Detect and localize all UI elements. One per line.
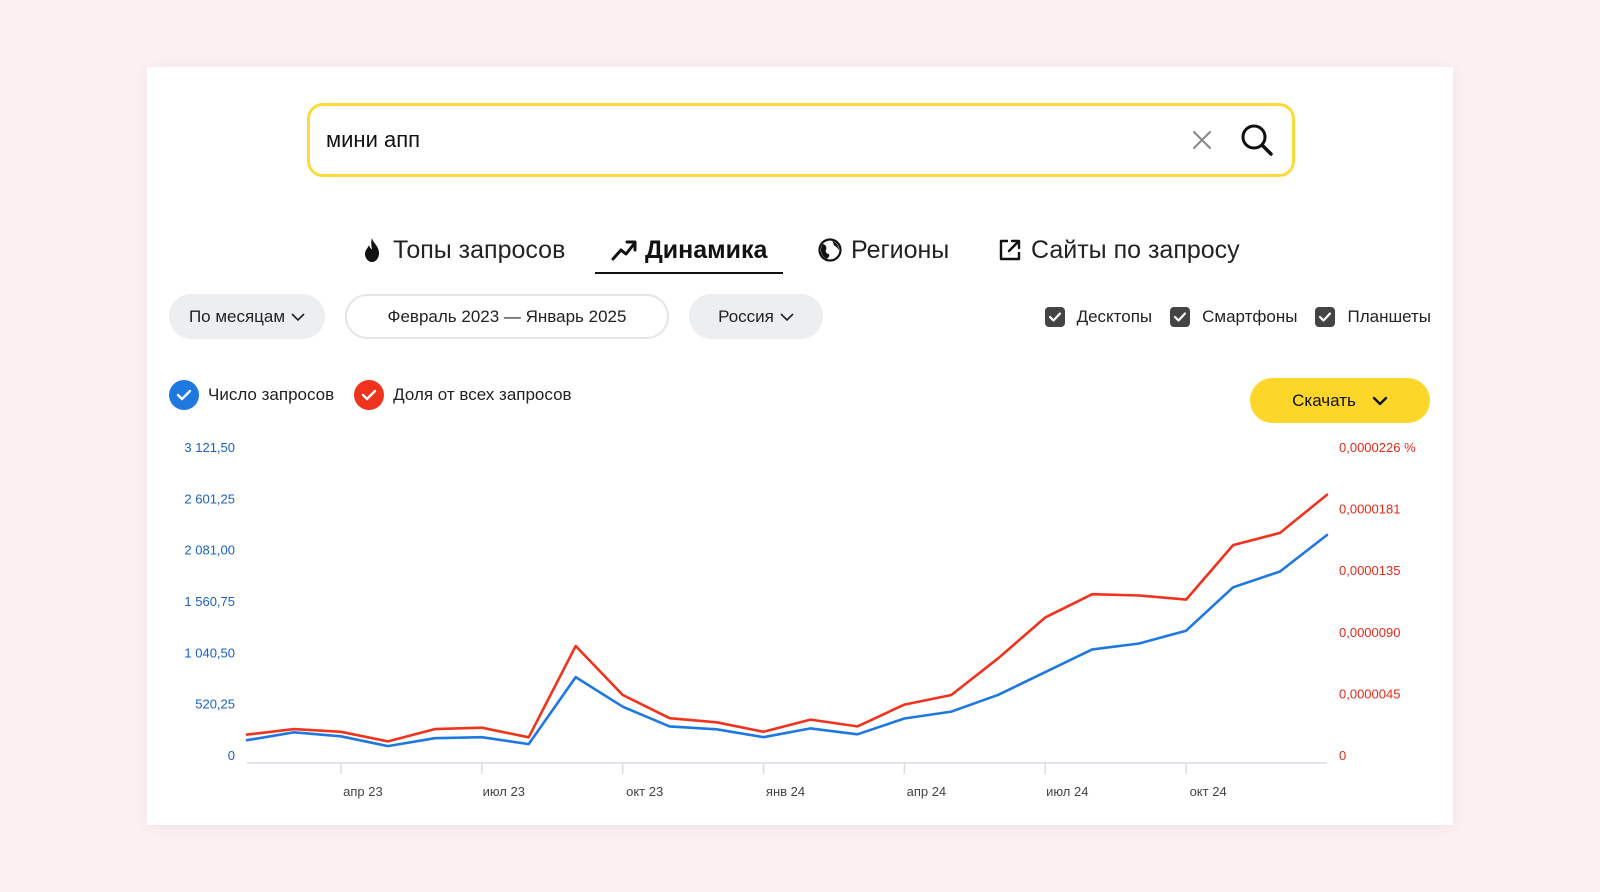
x-tick-label: окт 24 — [1190, 784, 1227, 799]
series-line-share — [245, 493, 1329, 743]
region-select[interactable]: Россия — [689, 294, 823, 339]
tab-label: Сайты по запросу — [1031, 235, 1240, 264]
y-left-tick-label: 1 040,50 — [184, 645, 235, 660]
tab-label: Топы запросов — [393, 235, 566, 264]
filters-row: По месяцам Февраль 2023 — Январь 2025 Ро… — [169, 294, 1431, 340]
download-label: Скачать — [1292, 390, 1356, 410]
legend-label: Доля от всех запросов — [393, 385, 572, 404]
x-tick-label: июл 23 — [483, 784, 525, 799]
tab-sites[interactable]: Сайты по запросу — [997, 230, 1240, 270]
check-circle-icon — [169, 380, 199, 410]
tab-regions[interactable]: Регионы — [817, 230, 949, 270]
checkbox-tablets[interactable]: Планшеты — [1315, 306, 1431, 327]
y-left-tick-label: 2 601,25 — [184, 491, 235, 506]
chevron-down-icon — [780, 312, 794, 322]
search-icon[interactable] — [1238, 121, 1276, 159]
clear-icon[interactable] — [1188, 126, 1216, 154]
check-icon — [1315, 306, 1336, 327]
x-tick-label: апр 24 — [907, 784, 947, 799]
checkbox-label: Планшеты — [1347, 306, 1431, 326]
fire-icon — [359, 237, 385, 263]
device-checkboxes: Десктопы Смартфоны Планшеты — [1027, 294, 1431, 339]
x-tick-label: окт 23 — [626, 784, 663, 799]
checkbox-desktops[interactable]: Десктопы — [1044, 306, 1153, 327]
chart-legend: Число запросов Доля от всех запросов — [169, 378, 592, 412]
region-label: Россия — [718, 306, 774, 326]
period-select[interactable]: По месяцам — [169, 294, 325, 339]
y-right-tick-label: 0,0000135 — [1339, 563, 1400, 578]
search-bar — [307, 103, 1295, 177]
y-right-tick-label: 0 — [1339, 748, 1346, 763]
download-button[interactable]: Скачать — [1250, 378, 1430, 423]
legend-toggle-queries[interactable]: Число запросов — [169, 380, 334, 410]
globe-icon — [817, 237, 843, 263]
legend-label: Число запросов — [208, 385, 335, 404]
x-tick-label: янв 24 — [766, 784, 805, 799]
check-circle-icon — [354, 380, 385, 410]
period-label: По месяцам — [188, 306, 286, 326]
tab-label: Динамика — [645, 235, 768, 264]
y-left-tick-label: 3 121,50 — [184, 440, 235, 455]
x-tick-label: июл 24 — [1046, 784, 1088, 799]
check-icon — [1044, 306, 1065, 327]
y-left-tick-label: 520,25 — [195, 697, 235, 712]
tab-top-queries[interactable]: Топы запросов — [359, 230, 565, 270]
series-line-queries — [245, 533, 1329, 748]
checkbox-smartphones[interactable]: Смартфоны — [1170, 306, 1298, 327]
chevron-down-icon — [1372, 396, 1388, 406]
checkbox-label: Десктопы — [1076, 306, 1153, 326]
y-right-tick-label: 0,0000181 — [1339, 502, 1400, 517]
external-link-icon — [997, 237, 1023, 263]
y-left-tick-label: 0 — [228, 748, 235, 763]
tab-dynamics[interactable]: Динамика — [594, 230, 784, 274]
tab-bar: Топы запросов Динамика Регионы Сайты по … — [147, 230, 1453, 274]
y-right-tick-label: 0,0000226 % — [1339, 440, 1416, 455]
y-right-tick-label: 0,0000045 — [1339, 686, 1400, 701]
x-tick-label: апр 23 — [343, 784, 383, 799]
chevron-down-icon — [291, 312, 305, 322]
check-icon — [1170, 306, 1191, 327]
legend-toggle-share[interactable]: Доля от всех запросов — [354, 380, 572, 410]
date-range-picker[interactable]: Февраль 2023 — Январь 2025 — [345, 294, 669, 339]
tab-label: Регионы — [851, 235, 950, 264]
search-input[interactable] — [326, 127, 1188, 153]
date-range-label: Февраль 2023 — Январь 2025 — [387, 306, 627, 326]
y-left-tick-label: 2 081,00 — [184, 543, 235, 558]
y-right-tick-label: 0,0000090 — [1339, 625, 1400, 640]
trend-up-icon — [611, 237, 637, 263]
checkbox-label: Смартфоны — [1202, 306, 1298, 326]
y-left-tick-label: 1 560,75 — [184, 594, 235, 609]
dynamics-chart: 0 520,25 1 040,50 1 560,75 2 081,00 2 601,25 3… — [184, 440, 1416, 799]
wordstat-panel: Топы запросов Динамика Регионы Сайты по … — [147, 67, 1453, 825]
